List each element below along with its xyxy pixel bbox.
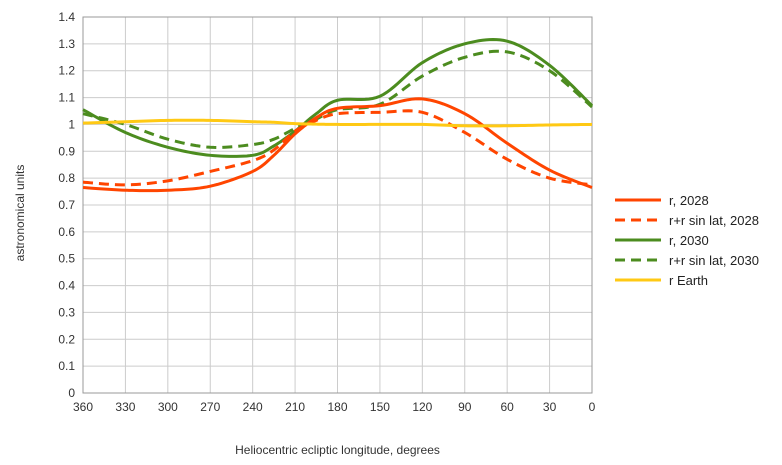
svg-text:120: 120	[412, 400, 432, 414]
svg-text:90: 90	[458, 400, 472, 414]
svg-text:0.7: 0.7	[58, 198, 75, 212]
svg-text:0: 0	[68, 386, 75, 400]
svg-text:1.2: 1.2	[58, 64, 75, 78]
svg-text:0.4: 0.4	[58, 279, 75, 293]
svg-text:0.1: 0.1	[58, 359, 75, 373]
svg-text:0.5: 0.5	[58, 252, 75, 266]
svg-text:240: 240	[243, 400, 263, 414]
svg-text:1.1: 1.1	[58, 91, 75, 105]
svg-text:210: 210	[285, 400, 305, 414]
svg-text:330: 330	[115, 400, 135, 414]
svg-text:360: 360	[73, 400, 93, 414]
svg-text:1.3: 1.3	[58, 37, 75, 51]
svg-text:0.2: 0.2	[58, 332, 75, 346]
svg-text:150: 150	[370, 400, 390, 414]
svg-text:60: 60	[500, 400, 514, 414]
svg-text:1: 1	[68, 117, 75, 131]
svg-text:30: 30	[543, 400, 557, 414]
svg-text:180: 180	[327, 400, 347, 414]
svg-text:0.3: 0.3	[58, 305, 75, 319]
svg-text:270: 270	[200, 400, 220, 414]
svg-text:300: 300	[158, 400, 178, 414]
svg-text:0: 0	[589, 400, 596, 414]
svg-text:0.6: 0.6	[58, 225, 75, 239]
svg-text:0.9: 0.9	[58, 144, 75, 158]
svg-text:1.4: 1.4	[58, 10, 75, 24]
svg-text:0.8: 0.8	[58, 171, 75, 185]
